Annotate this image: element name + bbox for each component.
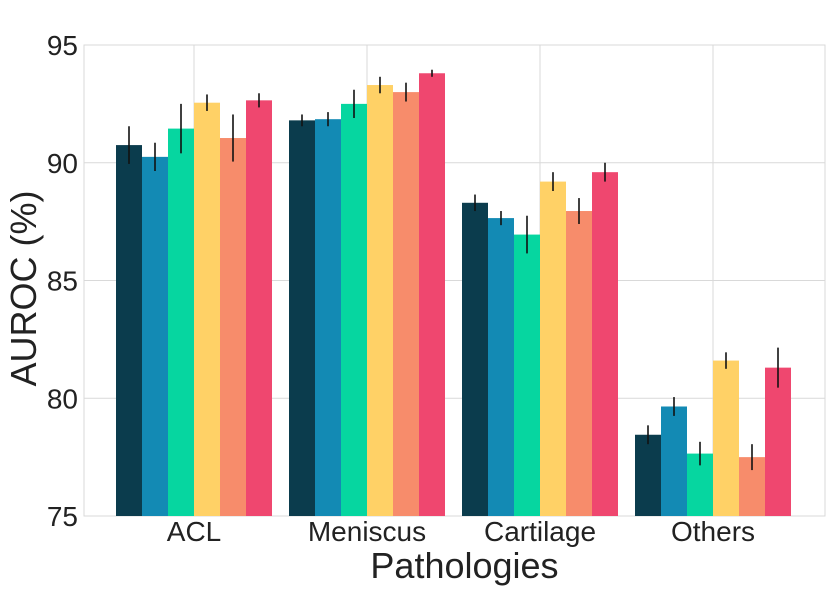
bar-acl-1 [116, 145, 142, 516]
bar-others-1 [635, 434, 661, 516]
error-bars [128, 69, 779, 471]
bar-cartilage-5 [566, 211, 592, 516]
bar-acl-3 [168, 128, 194, 517]
bar-acl-6 [246, 100, 272, 516]
y-tick-label: 75 [47, 501, 78, 532]
bar-acl-4 [194, 102, 220, 516]
bar-cartilage-6 [592, 172, 618, 517]
bar-cartilage-2 [488, 218, 514, 516]
bars [116, 73, 791, 517]
x-tick-label: ACL [167, 516, 221, 547]
bar-acl-2 [142, 156, 168, 517]
y-tick-label: 85 [47, 266, 78, 297]
bar-cartilage-1 [462, 202, 488, 516]
bar-others-6 [765, 367, 791, 516]
bar-meniscus-6 [419, 73, 445, 516]
x-tick-label: Cartilage [484, 516, 596, 547]
bar-acl-5 [220, 138, 246, 516]
y-axis-label: AUROC (%) [3, 191, 44, 387]
y-tick-label: 90 [47, 148, 78, 179]
bar-meniscus-5 [393, 92, 419, 516]
y-tick-label: 80 [47, 383, 78, 414]
bar-others-2 [661, 406, 687, 516]
bar-meniscus-2 [315, 119, 341, 517]
x-axis-label: Pathologies [370, 545, 558, 586]
x-tick-labels: ACL Meniscus Cartilage Others [167, 516, 755, 547]
x-tick-label: Others [671, 516, 755, 547]
bar-meniscus-1 [289, 120, 315, 517]
bar-meniscus-3 [341, 103, 367, 516]
x-tick-label: Meniscus [308, 516, 426, 547]
bar-cartilage-4 [540, 181, 566, 516]
y-tick-labels: 75 80 85 90 95 [47, 30, 78, 532]
bar-meniscus-4 [367, 85, 393, 516]
bar-others-4 [713, 360, 739, 516]
bar-cartilage-3 [514, 234, 540, 516]
y-tick-label: 95 [47, 30, 78, 61]
